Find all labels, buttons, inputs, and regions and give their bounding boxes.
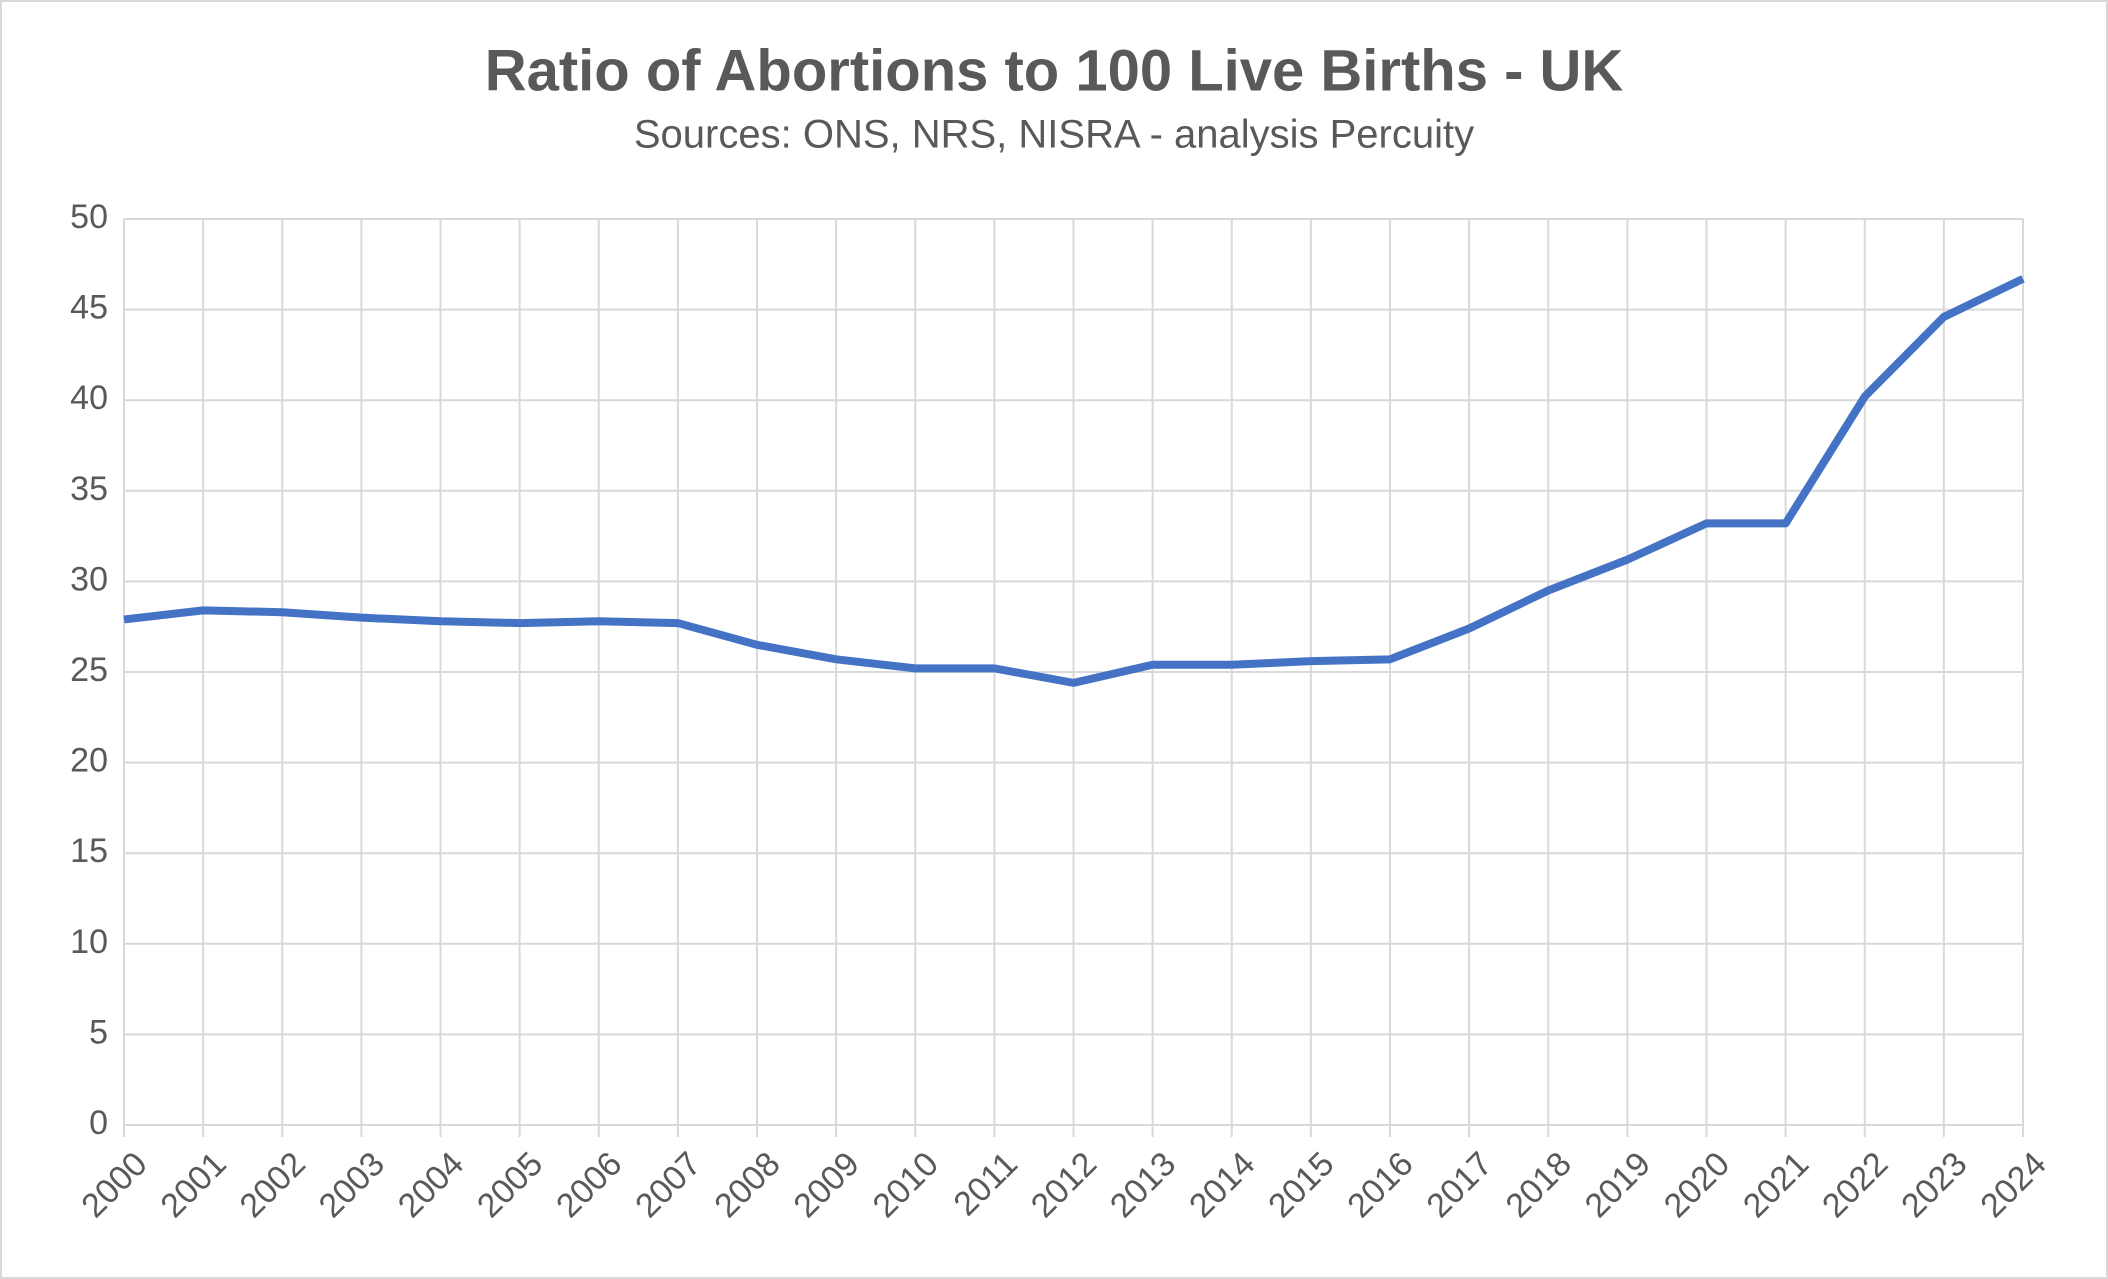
y-tick-label: 45 <box>70 289 108 327</box>
y-tick-label: 30 <box>70 560 108 598</box>
y-tick-label: 10 <box>70 923 108 961</box>
y-tick-label: 50 <box>70 198 108 236</box>
y-tick-label: 15 <box>70 832 108 870</box>
data-line <box>123 275 2025 687</box>
y-tick-label: 20 <box>70 742 108 780</box>
y-tick-label: 0 <box>89 1104 108 1142</box>
y-tick-label: 25 <box>70 651 108 689</box>
chart-title: Ratio of Abortions to 100 Live Births - … <box>485 38 1624 103</box>
chart-subtitle: Sources: ONS, NRS, NISRA - analysis Perc… <box>634 113 1474 157</box>
y-tick-label: 35 <box>70 470 108 508</box>
y-tick-label: 40 <box>70 379 108 417</box>
y-tick-label: 5 <box>89 1013 108 1051</box>
